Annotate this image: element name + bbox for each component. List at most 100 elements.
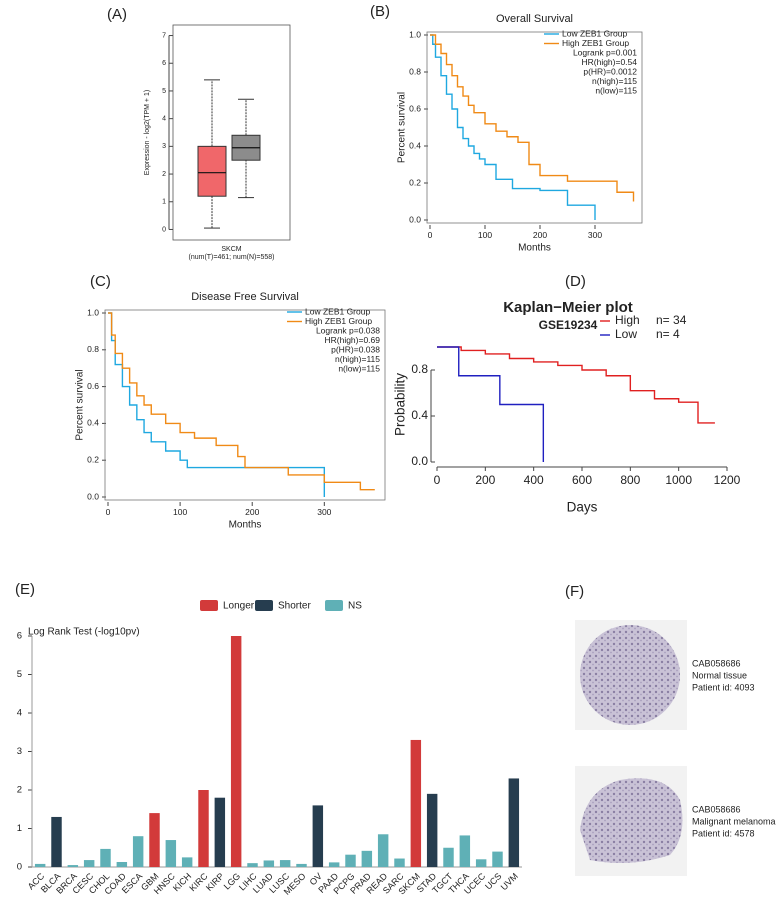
survival-curve	[437, 346, 545, 462]
survival-curve	[108, 312, 326, 497]
bar	[198, 790, 209, 867]
x-tick-label: 200	[533, 230, 547, 240]
legend-label: Low ZEB1 Group	[305, 306, 370, 316]
tissue-type: Normal tissue	[692, 670, 747, 680]
y-tick-label: 0.6	[87, 381, 99, 391]
y-tick-label: 0.0	[409, 214, 421, 224]
bar	[312, 805, 324, 867]
legend-swatch	[325, 600, 343, 611]
bar	[426, 793, 438, 867]
y-tick-label: 3	[17, 746, 22, 757]
annotation: HR(high)=0.69	[324, 335, 380, 345]
x-tick-label: 0	[434, 473, 441, 487]
y-tick-label: 1.0	[409, 29, 421, 39]
legend-label: High ZEB1 Group	[305, 316, 372, 326]
legend-n: n= 4	[656, 327, 680, 341]
annotation: HR(high)=0.54	[581, 57, 637, 67]
bar	[377, 834, 389, 867]
y-tick-label: 0.4	[409, 140, 421, 150]
bar	[459, 835, 471, 867]
panel-label: (B)	[370, 3, 390, 20]
x-tick-label: 300	[588, 230, 602, 240]
tissue-id: CAB058686	[692, 804, 741, 814]
bar	[83, 860, 95, 867]
bar	[34, 863, 46, 867]
bar	[361, 850, 373, 867]
legend-label: High	[615, 313, 640, 327]
y-tick-label: 0.8	[409, 66, 421, 76]
tissue-patient: Patient id: 4093	[692, 682, 755, 692]
tissue-image	[580, 778, 683, 864]
y-tick-label: 5	[17, 669, 22, 680]
tissue-image	[580, 625, 680, 725]
bar	[214, 797, 226, 867]
x-tick-label: UCS	[483, 871, 504, 892]
bar	[345, 854, 356, 867]
legend-label: NS	[348, 601, 362, 612]
panel-label: (E)	[15, 581, 35, 598]
bar	[508, 778, 520, 867]
tissue-patient: Patient id: 4578	[692, 828, 755, 838]
tissue-type: Malignant melanoma	[692, 816, 776, 826]
y-tick-label: 0.8	[411, 362, 428, 376]
survival-curve	[437, 346, 715, 424]
bar	[328, 862, 340, 867]
y-tick-label: 0	[162, 226, 166, 233]
y-tick-label: 7	[162, 32, 166, 39]
annotation: p(HR)=0.0012	[583, 66, 637, 76]
bar	[443, 847, 454, 867]
x-label: Days	[567, 500, 598, 515]
y-label: Log Rank Test (-log10pv)	[28, 627, 140, 638]
x-label: Months	[229, 520, 262, 531]
bar	[492, 851, 503, 867]
annotation: n(low)=115	[595, 85, 637, 95]
legend-label: Low ZEB1 Group	[562, 28, 627, 38]
panel-label: (C)	[90, 273, 111, 290]
y-label: Percent survival	[397, 92, 408, 163]
bar	[181, 857, 193, 867]
bar	[475, 859, 487, 867]
y-tick-label: 4	[17, 708, 22, 719]
y-tick-label: 6	[162, 60, 166, 67]
legend-n: n= 34	[656, 313, 687, 327]
x-tick-label: 0	[106, 507, 111, 517]
plot-frame	[172, 24, 291, 241]
plot-frame	[426, 31, 643, 224]
x-tick-label: 800	[620, 473, 640, 487]
annotation: n(high)=115	[592, 76, 637, 86]
survival-curve	[108, 312, 375, 491]
panel-label: (D)	[565, 273, 586, 290]
legend-swatch	[255, 600, 273, 611]
bar	[394, 858, 405, 867]
panel-label: (F)	[565, 583, 584, 600]
survival-curve	[430, 34, 596, 220]
bar	[296, 863, 307, 867]
chart-subtitle: GSE19234	[539, 318, 598, 332]
panel-label: (A)	[107, 6, 127, 23]
bar	[247, 863, 258, 867]
survival-curve	[430, 34, 635, 202]
y-label: Expression - log2(TPM + 1)	[144, 90, 151, 175]
plot-frame	[104, 309, 386, 501]
y-tick-label: 6	[17, 631, 22, 642]
y-tick-label: 5	[162, 88, 166, 95]
chart-title: Disease Free Survival	[191, 291, 299, 303]
y-tick-label: 1.0	[87, 307, 99, 317]
x-tick-label: 600	[572, 473, 592, 487]
x-tick-label: 200	[475, 473, 495, 487]
annotation: n(high)=115	[335, 354, 380, 364]
legend-swatch	[200, 600, 218, 611]
box	[197, 145, 227, 197]
bar	[67, 865, 79, 867]
legend-label: High ZEB1 Group	[562, 38, 629, 48]
bar	[165, 840, 177, 867]
legend-label: Low	[615, 327, 637, 341]
x-tick-label: KIRP	[204, 871, 226, 893]
annotation: Logrank p=0.001	[573, 47, 637, 57]
bar	[116, 861, 128, 867]
bar	[100, 848, 111, 867]
bar	[149, 813, 160, 867]
bar	[279, 860, 291, 867]
x-tick-label: 1000	[665, 473, 692, 487]
